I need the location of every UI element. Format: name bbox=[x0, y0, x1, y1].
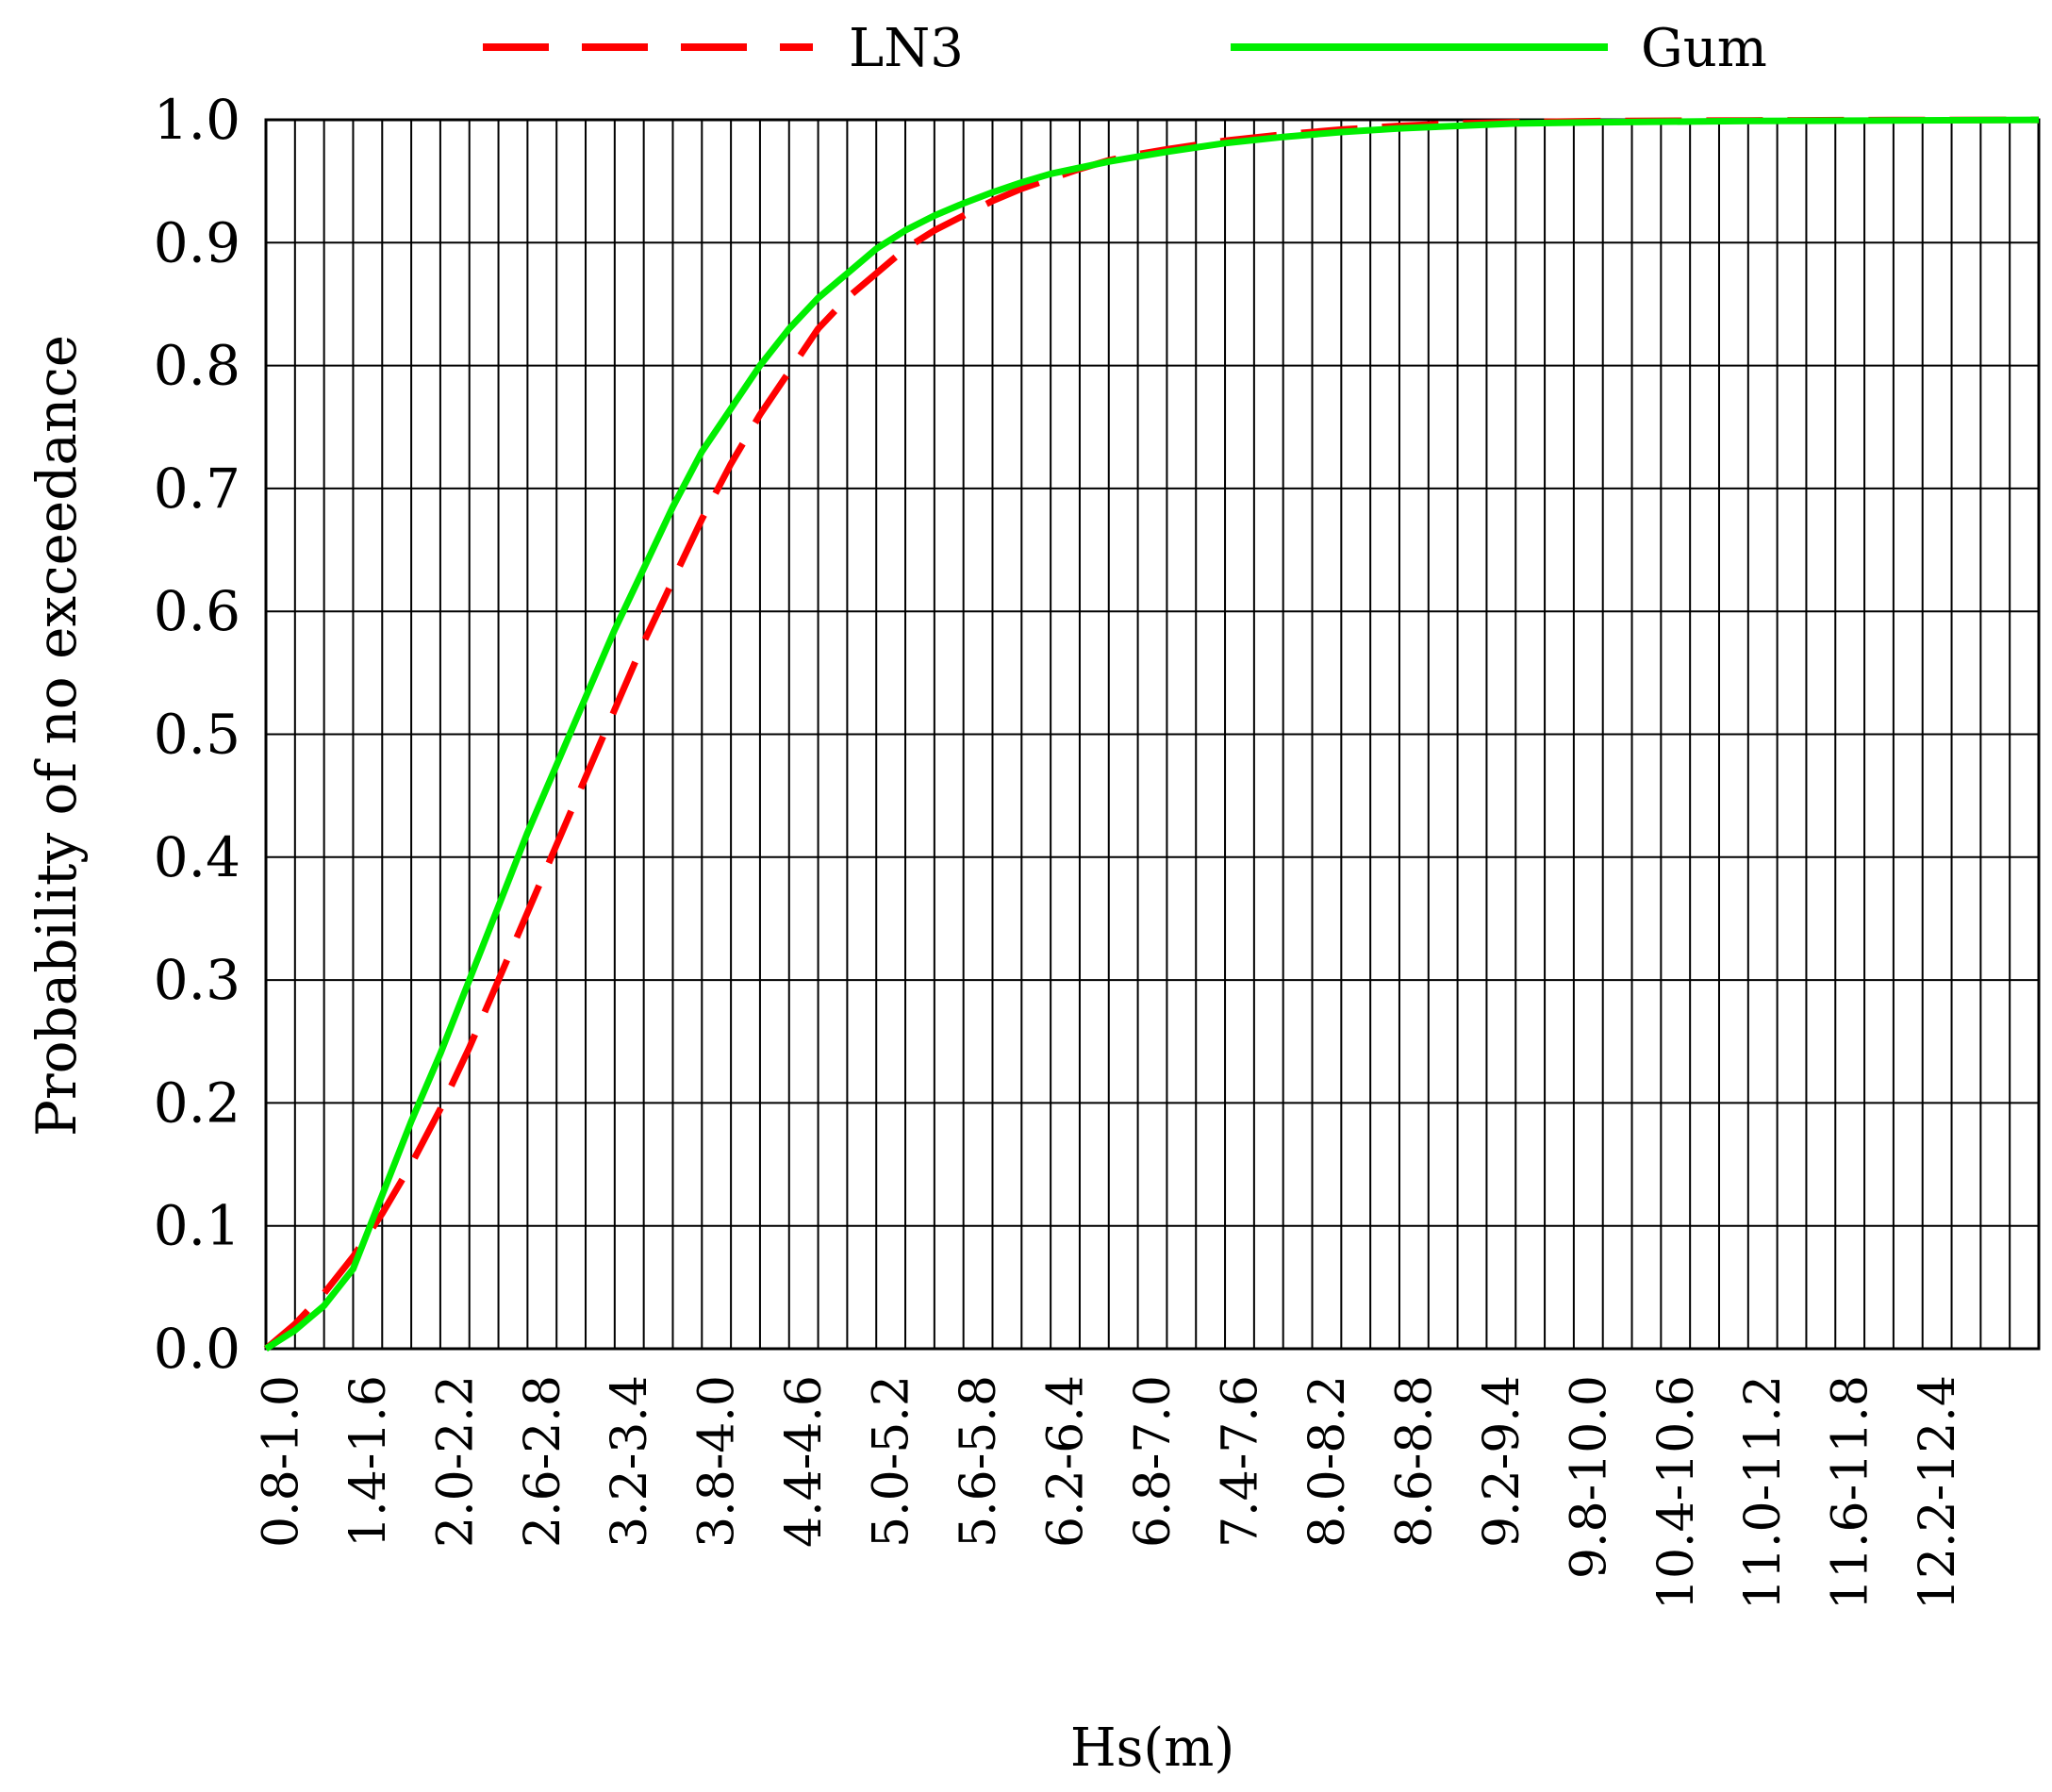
x-tick-label: 5.0-5.2 bbox=[864, 1375, 920, 1548]
y-tick-label: 0.9 bbox=[154, 210, 240, 274]
x-tick-label: 1.4-1.6 bbox=[340, 1375, 397, 1548]
y-tick-label: 0.6 bbox=[154, 579, 240, 643]
x-tick-label: 7.4-7.6 bbox=[1212, 1375, 1268, 1548]
series-layer bbox=[263, 116, 2040, 1352]
legend-label-ln3: LN3 bbox=[849, 18, 964, 79]
plot-border bbox=[264, 118, 2041, 1351]
x-tick-label: 0.8-1.0 bbox=[253, 1375, 309, 1548]
x-tick-label: 11.6-11.8 bbox=[1823, 1375, 1879, 1610]
y-tick-label: 0.3 bbox=[154, 948, 240, 1012]
x-tick-label: 10.4-10.6 bbox=[1648, 1375, 1705, 1610]
x-tick-label: 8.0-8.2 bbox=[1299, 1375, 1356, 1548]
y-tick-label: 0.4 bbox=[154, 825, 240, 889]
x-tick-label: 9.8-10.0 bbox=[1561, 1375, 1617, 1579]
y-tick-label: 0.2 bbox=[154, 1070, 240, 1135]
x-tick-labels: 0.8-1.0 1.4-1.6 2.0-2.2 2.6-2.8 3.2-3.4 3.8-4… bbox=[253, 1375, 1966, 1610]
legend-label-gum: Gum bbox=[1641, 18, 1767, 79]
x-tick-label: 4.4-4.6 bbox=[776, 1375, 833, 1548]
x-tick-label: 8.6-8.8 bbox=[1386, 1375, 1443, 1548]
y-tick-label: 0.8 bbox=[154, 334, 240, 398]
y-tick-label: 0.7 bbox=[154, 456, 240, 521]
y-tick-label: 0.0 bbox=[154, 1317, 240, 1381]
x-tick-label: 2.0-2.2 bbox=[427, 1375, 484, 1548]
y-tick-label: 0.1 bbox=[154, 1194, 240, 1258]
x-tick-label: 5.6-5.8 bbox=[951, 1375, 1007, 1548]
series-line-gum bbox=[264, 116, 2040, 1352]
x-tick-label: 6.8-7.0 bbox=[1125, 1375, 1182, 1548]
y-tick-label: 1.0 bbox=[154, 88, 240, 152]
x-tick-label: 9.2-9.4 bbox=[1474, 1375, 1531, 1548]
x-tick-label: 2.6-2.8 bbox=[515, 1375, 571, 1548]
x-tick-label: 3.8-4.0 bbox=[689, 1375, 746, 1548]
x-axis-label: Hs(m) bbox=[1070, 1717, 1234, 1779]
x-tick-label: 12.2-12.4 bbox=[1910, 1375, 1966, 1610]
plot-frame bbox=[264, 118, 2041, 1351]
x-tick-label: 11.0-11.2 bbox=[1735, 1375, 1792, 1610]
legend: LN3 Gum bbox=[483, 18, 1767, 79]
y-axis-label: Probability of no exceedance bbox=[25, 335, 89, 1137]
x-tick-label: 3.2-3.4 bbox=[602, 1375, 658, 1548]
x-tick-label: 6.2-6.4 bbox=[1038, 1375, 1095, 1548]
y-tick-labels: 0.0 0.1 0.2 0.3 0.4 0.5 0.6 0.7 0.8 0.9 1.0 bbox=[154, 88, 240, 1381]
y-tick-label: 0.5 bbox=[154, 703, 240, 767]
